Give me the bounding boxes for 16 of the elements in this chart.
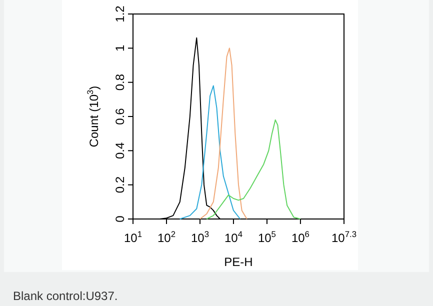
- y-tick-label: 0.6: [113, 108, 127, 125]
- x-tick-label: 10$^{7.3}$: [331, 229, 357, 245]
- y-tick-label: 0.4: [113, 142, 127, 160]
- x-tick-label: 10$^{5}$: [258, 229, 276, 245]
- text: Blank control:U937.: [13, 289, 118, 303]
- y-tick-label: 1.2: [113, 5, 127, 22]
- y-tick-label: 0.8: [113, 74, 127, 91]
- x-axis-title: PE-H: [224, 255, 253, 269]
- x-tick-label: 10$^{1}$: [124, 229, 142, 245]
- y-tick-label: 0.2: [113, 176, 127, 194]
- x-tick-label: 10$^{6}$: [291, 229, 310, 245]
- x-tick-label: 10$^{2}$: [157, 229, 176, 245]
- y-tick-label: 0: [113, 215, 127, 222]
- x-tick-label: 10$^{4}$: [224, 229, 243, 245]
- x-tick-label: 10$^{3}$: [190, 229, 210, 245]
- y-tick-label: 1: [113, 44, 127, 52]
